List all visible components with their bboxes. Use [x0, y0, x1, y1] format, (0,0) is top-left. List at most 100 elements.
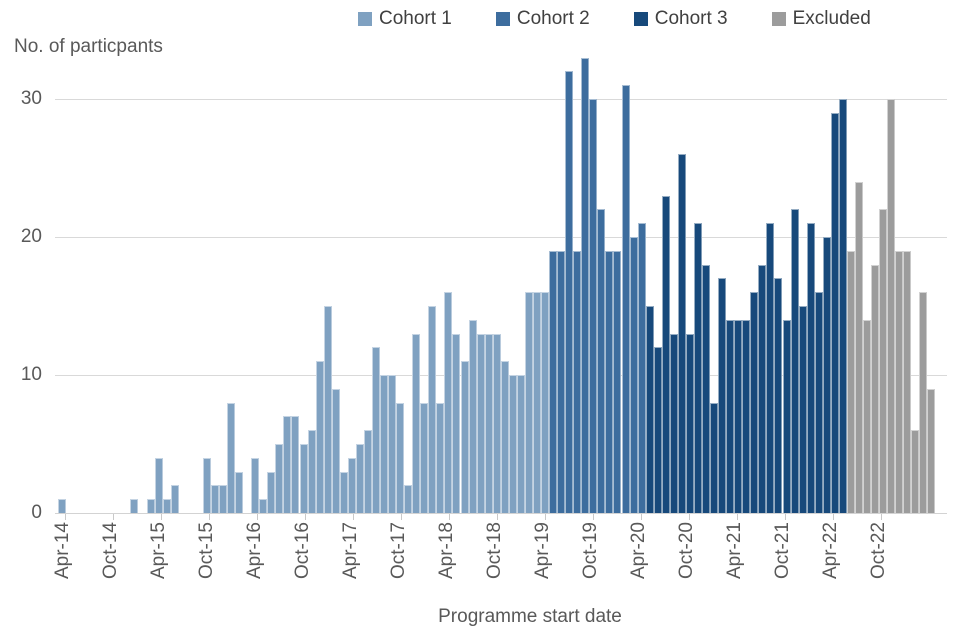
y-tick-label: 20	[20, 226, 42, 247]
bar-cohort-3	[790, 209, 799, 513]
bar-cohort-3	[774, 278, 783, 513]
bar-cohort-3	[677, 154, 686, 513]
bar-cohort-1	[363, 430, 372, 513]
legend-label: Excluded	[792, 8, 871, 29]
bar-cohort-1	[219, 485, 228, 513]
bar-excluded	[927, 388, 936, 513]
bar-cohort-3	[822, 237, 831, 513]
bar-cohort-1	[339, 471, 348, 513]
bar-cohort-2	[637, 223, 646, 513]
bar-cohort-1	[380, 375, 389, 513]
bar-excluded	[854, 181, 863, 513]
x-tick-mark	[545, 514, 546, 520]
bar-cohort-1	[202, 457, 211, 513]
legend-item-cohort-3: Cohort 3	[633, 8, 728, 30]
x-tick-label: Oct-22	[868, 522, 889, 580]
bar-cohort-1	[468, 319, 477, 513]
x-tick-mark	[641, 514, 642, 520]
y-tick-label: 10	[20, 364, 42, 385]
bar-cohort-1	[210, 485, 219, 513]
legend-label: Cohort 1	[379, 8, 452, 29]
bar-cohort-1	[275, 444, 284, 513]
x-axis-line	[55, 513, 947, 514]
bar-cohort-1	[412, 333, 421, 513]
x-tick-mark	[881, 514, 882, 520]
x-tick-label: Apr-20	[628, 522, 649, 580]
bar-cohort-3	[766, 223, 775, 513]
gridline	[55, 237, 947, 238]
x-tick-mark	[161, 514, 162, 520]
bar-cohort-2	[549, 250, 558, 513]
bar-cohort-1	[436, 402, 445, 513]
y-tick-label: 0	[31, 502, 42, 523]
bar-cohort-1	[323, 306, 332, 513]
bar-cohort-1	[460, 361, 469, 513]
bar-cohort-1	[476, 333, 485, 513]
bar-excluded	[903, 250, 912, 513]
bar-cohort-1	[130, 499, 139, 513]
bar-cohort-1	[452, 333, 461, 513]
x-tick-label: Apr-15	[148, 522, 169, 580]
gridline	[55, 99, 947, 100]
x-tick-mark	[113, 514, 114, 520]
x-tick-label: Oct-21	[772, 522, 793, 580]
y-axis-title: No. of particpants	[14, 36, 163, 57]
bar-cohort-3	[798, 306, 807, 513]
x-tick-mark	[305, 514, 306, 520]
x-tick-label: Oct-17	[388, 522, 409, 580]
bar-cohort-1	[170, 485, 179, 513]
bar-cohort-1	[371, 347, 380, 513]
x-tick-label: Oct-14	[100, 522, 121, 580]
bar-cohort-3	[645, 306, 654, 513]
bar-excluded	[895, 250, 904, 513]
bar-cohort-1	[251, 457, 260, 513]
x-axis-title: Programme start date	[438, 606, 622, 627]
x-tick-mark	[257, 514, 258, 520]
bar-cohort-1	[58, 499, 67, 513]
bar-cohort-1	[307, 430, 316, 513]
x-tick-label: Oct-19	[580, 522, 601, 580]
x-tick-label: Apr-18	[436, 522, 457, 580]
x-tick-label: Apr-21	[724, 522, 745, 580]
plot-area	[55, 57, 947, 513]
bar-cohort-2	[557, 250, 566, 513]
bar-cohort-3	[693, 223, 702, 513]
x-tick-label: Apr-16	[244, 522, 265, 580]
bar-cohort-3	[669, 333, 678, 513]
bar-cohort-1	[235, 471, 244, 513]
bar-cohort-1	[532, 292, 541, 513]
cohort-1-swatch-icon	[358, 12, 372, 26]
bar-cohort-3	[750, 292, 759, 513]
bar-cohort-2	[565, 71, 574, 513]
legend-item-excluded: Excluded	[771, 8, 871, 30]
bar-cohort-2	[629, 237, 638, 513]
x-tick-mark	[449, 514, 450, 520]
bar-cohort-1	[291, 416, 300, 513]
x-tick-mark	[209, 514, 210, 520]
bar-cohort-3	[702, 264, 711, 513]
bar-cohort-1	[347, 457, 356, 513]
x-tick-mark	[785, 514, 786, 520]
bar-cohort-3	[710, 402, 719, 513]
bar-excluded	[871, 264, 880, 513]
bar-cohort-1	[355, 444, 364, 513]
bar-cohort-3	[838, 99, 847, 513]
x-tick-mark	[353, 514, 354, 520]
x-tick-label: Apr-19	[532, 522, 553, 580]
bar-cohort-3	[726, 319, 735, 513]
legend-item-cohort-2: Cohort 2	[495, 8, 590, 30]
x-tick-label: Apr-14	[52, 522, 73, 580]
legend-item-cohort-1: Cohort 1	[358, 8, 452, 30]
bar-cohort-1	[444, 292, 453, 513]
bar-cohort-2	[597, 209, 606, 513]
bar-cohort-1	[259, 499, 268, 513]
bar-cohort-1	[388, 375, 397, 513]
x-tick-label: Oct-18	[484, 522, 505, 580]
bar-cohort-1	[484, 333, 493, 513]
bar-cohort-1	[541, 292, 550, 513]
bar-cohort-3	[758, 264, 767, 513]
bar-cohort-1	[492, 333, 501, 513]
x-tick-mark	[401, 514, 402, 520]
bar-cohort-1	[283, 416, 292, 513]
